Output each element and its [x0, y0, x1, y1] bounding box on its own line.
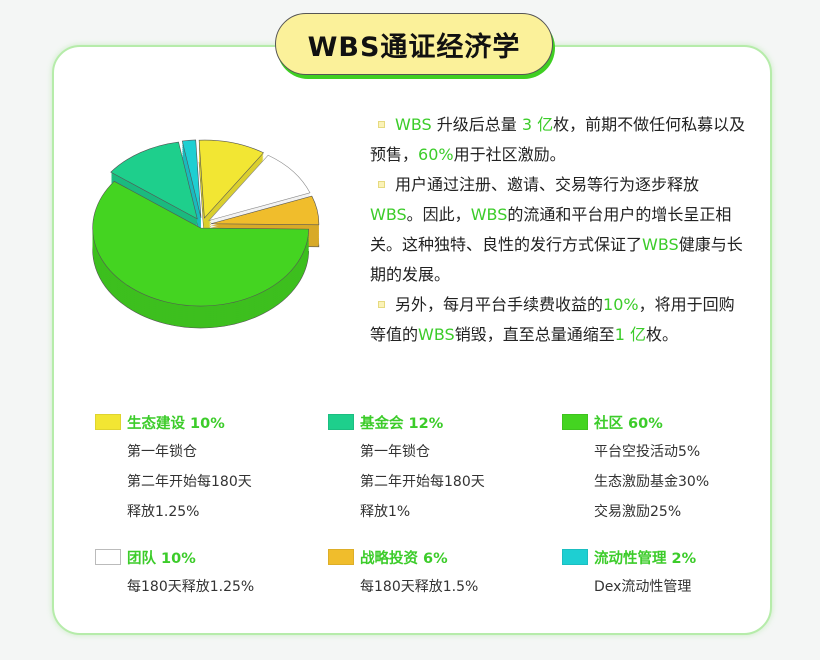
highlight-text: WBS — [370, 205, 407, 224]
legend-item: 生态建设 10% 第一年锁仓第二年开始每180天 释放1.25% — [95, 412, 305, 527]
highlight-text: 3 亿 — [521, 115, 554, 134]
legend-label: 流动性管理 2% — [594, 550, 697, 567]
text: 。因此， — [406, 205, 471, 224]
legend-label: 团队 10% — [127, 550, 196, 567]
legend-swatch — [95, 414, 121, 430]
legend-swatch — [328, 549, 354, 565]
legend-label: 社区 60% — [594, 415, 663, 432]
highlight-text: 60% — [418, 145, 454, 164]
legend-detail: 释放1% — [360, 504, 411, 520]
pie-slice-0 — [181, 139, 202, 218]
legend-detail: 第一年锁仓 — [360, 444, 430, 460]
description-paragraph: 另外，每月平台手续费收益的10%，将用于回购等值的WBS销毁，直至总量通缩至1 … — [370, 290, 750, 350]
legend-item: 战略投资 6% 每180天释放1.5% — [328, 547, 538, 602]
text: 升级后总量 — [431, 115, 522, 134]
text: 健康与长期的发展。 — [370, 235, 743, 284]
legend-detail: 生态激励基金30% — [594, 474, 710, 490]
text: ，将用于回购等值的 — [370, 295, 735, 344]
legend-detail: 交易激励25% — [594, 504, 682, 520]
description-paragraph: WBS 升级后总量 3 亿枚，前期不做任何私募以及预售，60%用于社区激励。 — [370, 110, 750, 170]
bullet-icon — [378, 120, 385, 128]
legend-detail: 释放1.25% — [127, 504, 200, 520]
description-paragraph: 用户通过注册、邀请、交易等行为逐步释放WBS。因此，WBS的流通和平台用户的增长… — [370, 170, 750, 290]
pie-slice-1 — [198, 139, 264, 219]
legend-detail: Dex流动性管理 — [594, 579, 692, 595]
text: 销毁，直至总量通缩至 — [454, 325, 615, 344]
text: 用于社区激励。 — [453, 145, 566, 164]
pie-slice-3 — [210, 195, 320, 226]
legend-label: 基金会 12% — [360, 415, 444, 432]
legend-detail: 第一年锁仓 — [127, 444, 197, 460]
pie-slice-5 — [110, 141, 198, 220]
highlight-text: WBS — [642, 235, 679, 254]
legend-swatch — [95, 549, 121, 565]
legend-item: 基金会 12% 第一年锁仓第二年开始每180天 释放1% — [328, 412, 538, 527]
legend-item: 社区 60% 平台空投活动5% 生态激励基金30% 交易激励25% — [562, 412, 772, 527]
text: 用户通过注册、邀请、交易等行为逐步释放 — [395, 175, 700, 194]
pie-slice-4 — [92, 180, 310, 307]
legend-item: 团队 10% 每180天释放1.25% — [95, 547, 305, 602]
page-title: WBS通证经济学 — [275, 13, 553, 75]
text: 的流通和平台用户的增长呈正相关。这种独特、良性的发行方式保证了 — [370, 205, 732, 254]
text: 枚，前期不做任何私募以及预售， — [370, 115, 746, 164]
legend-detail: 每180天释放1.25% — [127, 579, 255, 595]
legend-swatch — [562, 414, 588, 430]
legend-label: 战略投资 6% — [360, 550, 448, 567]
description: WBS 升级后总量 3 亿枚，前期不做任何私募以及预售，60%用于社区激励。用户… — [370, 110, 750, 350]
highlight-text: 10% — [603, 295, 639, 314]
legend-swatch — [562, 549, 588, 565]
highlight-text: WBS — [418, 325, 455, 344]
legend-label: 生态建设 10% — [127, 415, 225, 432]
legend-detail: 第二年开始每180天 — [127, 474, 252, 490]
text: 另外，每月平台手续费收益的 — [395, 295, 604, 314]
legend-detail: 每180天释放1.5% — [360, 579, 479, 595]
bullet-icon — [378, 300, 385, 308]
legend-detail: 平台空投活动5% — [594, 444, 701, 460]
bullet-icon — [378, 180, 385, 188]
pie-chart — [92, 139, 320, 329]
highlight-text: WBS — [395, 115, 432, 134]
highlight-text: 1 亿 — [614, 325, 646, 344]
legend-swatch — [328, 414, 354, 430]
text: 枚。 — [645, 325, 678, 344]
legend-detail: 第二年开始每180天 — [360, 474, 485, 490]
highlight-text: WBS — [470, 205, 508, 224]
legend-item: 流动性管理 2% Dex流动性管理 — [562, 547, 772, 602]
pie-slice-2 — [208, 154, 311, 222]
